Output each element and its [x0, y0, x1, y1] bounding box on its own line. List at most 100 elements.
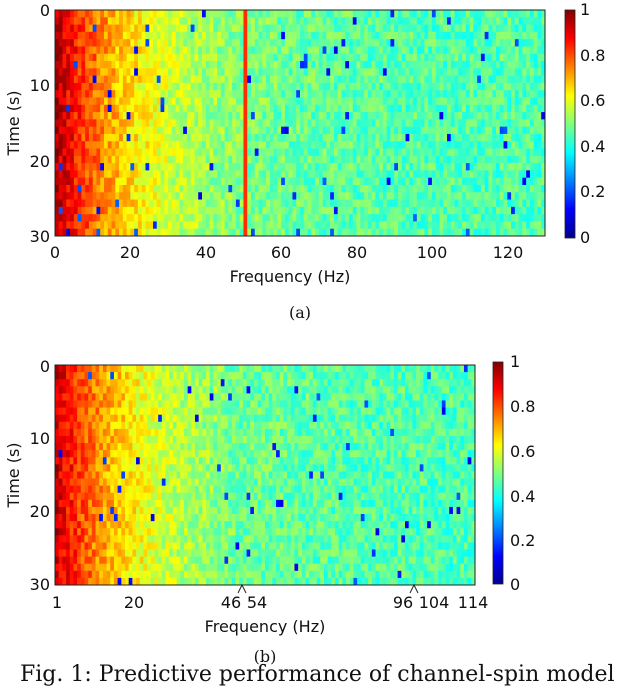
- heatmap-cell: [243, 75, 248, 84]
- heatmap-cell: [228, 61, 233, 69]
- a-panel-label: (a): [289, 303, 311, 322]
- heatmap-cell: [198, 177, 203, 186]
- heatmap-cell: [164, 155, 169, 164]
- heatmap-cell: [311, 75, 316, 84]
- heatmap-cell: [213, 206, 218, 215]
- heatmap-cell: [367, 163, 373, 171]
- heatmap-cell: [113, 549, 119, 558]
- heatmap-cell: [128, 386, 133, 394]
- heatmap-cell: [251, 112, 256, 120]
- heatmap-cell: [447, 228, 452, 237]
- heatmap-cell: [85, 184, 90, 193]
- heatmap-cell: [473, 46, 478, 55]
- heatmap-cell: [205, 61, 210, 69]
- heatmap-cell: [458, 148, 463, 157]
- heatmap-cell: [431, 39, 437, 47]
- heatmap-cell: [111, 228, 116, 237]
- heatmap-cell: [529, 61, 535, 69]
- heatmap-cell: [164, 177, 169, 186]
- heatmap-cell: [81, 24, 86, 33]
- heatmap-cell: [100, 10, 105, 18]
- heatmap-cell: [247, 17, 252, 25]
- heatmap-cell: [77, 39, 82, 47]
- heatmap-cell: [416, 24, 422, 33]
- heatmap-cell: [130, 214, 135, 222]
- heatmap-cell: [352, 228, 357, 237]
- heatmap-cell: [96, 177, 101, 186]
- heatmap-cell: [147, 386, 152, 394]
- heatmap-cell: [288, 10, 293, 18]
- heatmap-cell: [375, 155, 380, 164]
- heatmap-cell: [247, 104, 252, 113]
- heatmap-cell: [251, 133, 256, 142]
- heatmap-cell: [62, 372, 67, 380]
- heatmap-cell: [232, 228, 237, 237]
- heatmap-cell: [488, 53, 493, 62]
- heatmap-cell: [121, 407, 126, 416]
- heatmap-cell: [333, 24, 339, 33]
- heatmap-cell: [262, 119, 267, 128]
- heatmap-cell: [141, 112, 146, 120]
- heatmap-cell: [541, 177, 546, 186]
- heatmap-cell: [386, 199, 391, 208]
- heatmap-cell: [147, 393, 152, 401]
- heatmap-cell: [158, 577, 163, 586]
- heatmap-cell: [136, 521, 141, 529]
- heatmap-cell: [443, 112, 448, 120]
- heatmap-cell: [139, 506, 144, 515]
- heatmap-cell: [447, 206, 452, 215]
- heatmap-cell: [269, 10, 275, 18]
- heatmap-cell: [134, 61, 139, 69]
- heatmap-cell: [147, 464, 152, 472]
- heatmap-cell: [439, 68, 444, 77]
- heatmap-cell: [522, 61, 527, 69]
- heatmap-cell: [435, 75, 440, 84]
- heatmap-cell: [147, 577, 152, 586]
- heatmap-cell: [209, 82, 214, 91]
- heatmap-cell: [507, 228, 512, 237]
- heatmap-cell: [70, 31, 75, 40]
- heatmap-cell: [518, 148, 523, 157]
- heatmap-cell: [165, 365, 170, 373]
- heatmap-cell: [413, 228, 418, 237]
- heatmap-cell: [318, 104, 324, 113]
- heatmap-cell: [435, 68, 440, 77]
- heatmap-cell: [522, 17, 527, 25]
- heatmap-cell: [132, 514, 137, 522]
- heatmap-cell: [80, 549, 85, 558]
- heatmap-cell: [262, 148, 267, 157]
- heatmap-cell: [454, 119, 459, 128]
- heatmap-cell: [492, 17, 497, 25]
- heatmap-cell: [281, 214, 286, 222]
- heatmap-cell: [367, 112, 373, 120]
- heatmap-cell: [390, 148, 395, 157]
- heatmap-cell: [77, 192, 82, 200]
- heatmap-cell: [254, 24, 259, 33]
- heatmap-cell: [62, 386, 67, 394]
- heatmap-cell: [292, 31, 297, 40]
- heatmap-cell: [390, 155, 395, 164]
- heatmap-cell: [477, 24, 482, 33]
- heatmap-cell: [435, 163, 440, 171]
- heatmap-cell: [284, 170, 290, 179]
- heatmap-cell: [81, 184, 86, 193]
- heatmap-cell: [503, 148, 508, 157]
- heatmap-cell: [130, 192, 135, 200]
- heatmap-cell: [62, 170, 67, 179]
- heatmap-cell: [454, 148, 459, 157]
- heatmap-cell: [326, 31, 331, 40]
- heatmap-cell: [88, 372, 93, 380]
- heatmap-cell: [235, 228, 241, 237]
- heatmap-cell: [147, 528, 152, 536]
- heatmap-cell: [100, 148, 105, 157]
- heatmap-cell: [91, 485, 96, 494]
- heatmap-cell: [281, 17, 286, 25]
- heatmap-cell: [465, 39, 471, 47]
- heatmap-cell: [541, 68, 546, 77]
- heatmap-cell: [104, 155, 109, 164]
- heatmap-cell: [428, 126, 433, 135]
- heatmap-cell: [198, 68, 203, 77]
- heatmap-cell: [55, 443, 60, 451]
- heatmap-cell: [371, 199, 376, 208]
- heatmap-cell: [416, 126, 422, 135]
